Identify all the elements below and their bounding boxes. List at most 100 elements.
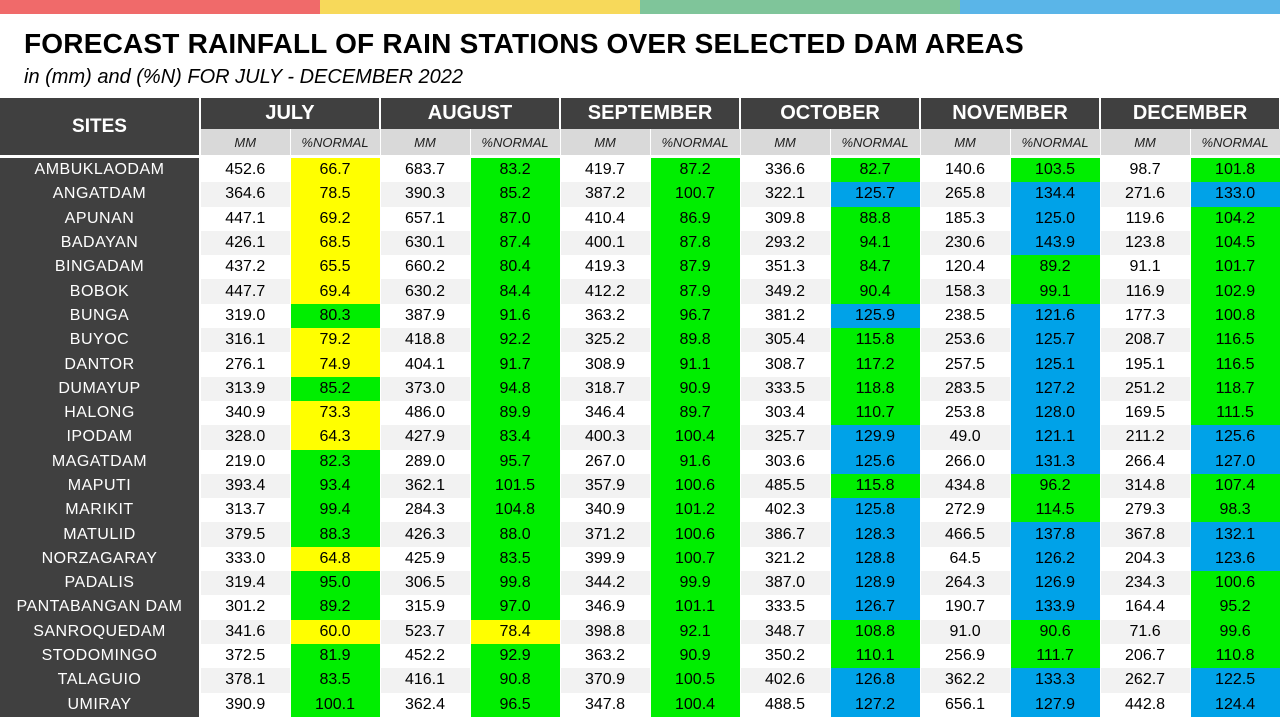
normal-pct-cell: 116.5 (1190, 328, 1280, 353)
normal-pct-cell: 86.9 (650, 206, 741, 231)
mm-cell: 364.6 (200, 182, 291, 207)
normal-pct-cell: 89.8 (650, 328, 741, 353)
mm-cell: 419.3 (560, 255, 651, 280)
mm-subheader: MM (200, 129, 291, 159)
site-name: BUNGA (0, 303, 201, 329)
mm-cell: 381.2 (740, 303, 831, 329)
mm-cell: 398.8 (560, 619, 651, 644)
mm-cell: 418.8 (380, 328, 471, 353)
mm-cell: 425.9 (380, 546, 471, 572)
normal-pct-cell: 89.2 (1010, 255, 1101, 280)
table-row: DUMAYUP 313.9 85.2 373.0 94.8 318.7 90.9 333.5 1… (0, 376, 1280, 401)
normal-pct-cell: 85.2 (470, 182, 561, 207)
mm-cell: 370.9 (560, 668, 651, 693)
stripe-yellow (320, 0, 640, 14)
normal-pct-cell: 126.9 (1010, 571, 1101, 596)
normal-pct-cell: 95.2 (1190, 595, 1280, 620)
normal-pct-cell: 90.6 (1010, 619, 1101, 644)
mm-cell: 158.3 (920, 279, 1011, 304)
site-name: BUYOC (0, 328, 201, 353)
table-row: AMBUKLAODAM 452.6 66.7 683.7 83.2 419.7 87.2 33… (0, 156, 1280, 183)
normal-pct-cell: 111.7 (1010, 643, 1101, 669)
normal-pct-cell: 133.9 (1010, 595, 1101, 620)
mm-cell: 346.9 (560, 595, 651, 620)
mm-cell: 284.3 (380, 498, 471, 523)
site-name: MAGATDAM (0, 449, 201, 474)
normal-pct-cell: 85.2 (290, 376, 381, 401)
mm-cell: 416.1 (380, 668, 471, 693)
month-header-july: JULY (200, 98, 382, 130)
normal-pct-cell: 114.5 (1010, 498, 1101, 523)
mm-cell: 410.4 (560, 206, 651, 231)
mm-cell: 372.5 (200, 643, 291, 669)
mm-cell: 272.9 (920, 498, 1011, 523)
mm-cell: 387.0 (740, 571, 831, 596)
normal-pct-cell: 91.6 (650, 449, 741, 474)
normal-pct-cell: 116.5 (1190, 352, 1280, 377)
normal-pct-cell: 97.0 (470, 595, 561, 620)
table-row: NORZAGARAY 333.0 64.8 425.9 83.5 399.9 100.7 32… (0, 546, 1280, 572)
mm-cell: 657.1 (380, 206, 471, 231)
normal-pct-cell: 99.9 (650, 571, 741, 596)
mm-cell: 315.9 (380, 595, 471, 620)
mm-cell: 367.8 (1100, 522, 1191, 547)
normal-pct-cell: 100.8 (1190, 303, 1280, 329)
normal-pct-cell: 127.0 (1190, 449, 1280, 474)
normal-pct-cell: 101.5 (470, 473, 561, 499)
mm-cell: 185.3 (920, 206, 1011, 231)
mm-cell: 256.9 (920, 643, 1011, 669)
normal-pct-subheader: %NORMAL (650, 129, 741, 159)
mm-cell: 318.7 (560, 376, 651, 401)
mm-cell: 402.6 (740, 668, 831, 693)
mm-cell: 140.6 (920, 156, 1011, 183)
normal-pct-cell: 127.9 (1010, 692, 1101, 717)
normal-pct-cell: 143.9 (1010, 230, 1101, 256)
site-name: AMBUKLAODAM (0, 156, 201, 183)
normal-pct-cell: 94.1 (830, 230, 921, 256)
mm-cell: 630.2 (380, 279, 471, 304)
normal-pct-cell: 125.7 (1010, 328, 1101, 353)
table-row: PADALIS 319.4 95.0 306.5 99.8 344.2 99.9 387.0 1… (0, 571, 1280, 596)
mm-cell: 362.4 (380, 692, 471, 717)
mm-cell: 452.6 (200, 156, 291, 183)
mm-cell: 378.1 (200, 668, 291, 693)
normal-pct-cell: 132.1 (1190, 522, 1280, 547)
normal-pct-cell: 68.5 (290, 230, 381, 256)
mm-cell: 419.7 (560, 156, 651, 183)
mm-cell: 253.6 (920, 328, 1011, 353)
site-name: STODOMINGO (0, 643, 201, 669)
mm-cell: 347.8 (560, 692, 651, 717)
mm-cell: 301.2 (200, 595, 291, 620)
mm-cell: 309.8 (740, 206, 831, 231)
mm-cell: 386.7 (740, 522, 831, 547)
mm-cell: 362.1 (380, 473, 471, 499)
mm-subheader: MM (740, 129, 831, 159)
mm-cell: 523.7 (380, 619, 471, 644)
normal-pct-cell: 108.8 (830, 619, 921, 644)
stripe-red (0, 0, 320, 14)
mm-cell: 349.2 (740, 279, 831, 304)
mm-cell: 363.2 (560, 643, 651, 669)
table-row: IPODAM 328.0 64.3 427.9 83.4 400.3 100.4 325.7 1… (0, 425, 1280, 450)
mm-cell: 325.7 (740, 425, 831, 450)
mm-cell: 344.2 (560, 571, 651, 596)
normal-pct-cell: 128.8 (830, 546, 921, 572)
normal-pct-cell: 95.7 (470, 449, 561, 474)
normal-pct-cell: 100.7 (650, 182, 741, 207)
normal-pct-cell: 98.3 (1190, 498, 1280, 523)
normal-pct-cell: 80.4 (470, 255, 561, 280)
site-name: HALONG (0, 400, 201, 426)
mm-cell: 656.1 (920, 692, 1011, 717)
normal-pct-cell: 111.5 (1190, 400, 1280, 426)
mm-cell: 316.1 (200, 328, 291, 353)
mm-cell: 321.2 (740, 546, 831, 572)
site-name: TALAGUIO (0, 668, 201, 693)
normal-pct-cell: 101.8 (1190, 156, 1280, 183)
normal-pct-cell: 100.6 (650, 522, 741, 547)
mm-cell: 271.6 (1100, 182, 1191, 207)
normal-pct-cell: 134.4 (1010, 182, 1101, 207)
normal-pct-cell: 90.9 (650, 643, 741, 669)
normal-pct-cell: 102.9 (1190, 279, 1280, 304)
normal-pct-cell: 101.1 (650, 595, 741, 620)
mm-cell: 400.3 (560, 425, 651, 450)
